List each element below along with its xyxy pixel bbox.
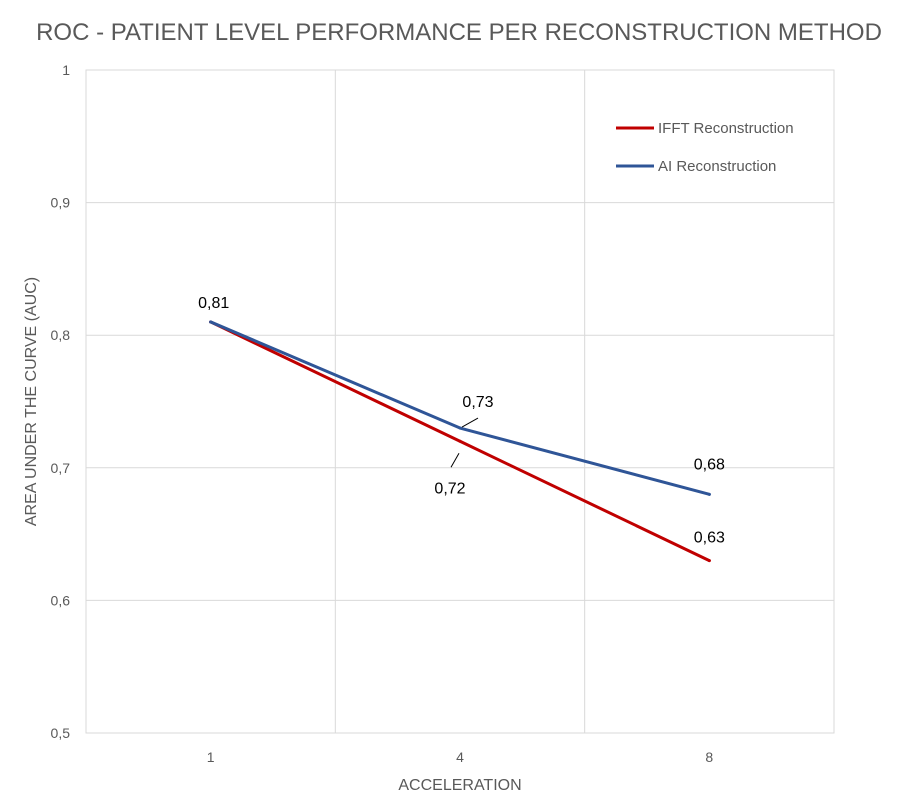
y-tick-label: 0,8 <box>51 327 71 343</box>
y-tick-label: 1 <box>62 62 70 78</box>
legend: IFFT Reconstruction AI Reconstruction <box>616 120 794 175</box>
x-tick-label: 1 <box>207 749 215 765</box>
data-point <box>458 439 462 443</box>
y-axis-ticks: 0,5 0,6 0,7 0,8 0,9 1 <box>51 62 71 741</box>
x-tick-label: 4 <box>456 749 464 765</box>
data-label: 0,72 <box>434 480 465 497</box>
x-tick-label: 8 <box>705 749 713 765</box>
label-leader-line <box>450 453 460 468</box>
y-tick-label: 0,6 <box>51 592 71 608</box>
chart-title: ROC - PATIENT LEVEL PERFORMANCE PER RECO… <box>36 19 882 46</box>
y-axis-title: AREA UNDER THE CURVE (AUC) <box>23 277 40 526</box>
data-point <box>707 492 711 496</box>
y-tick-label: 0,9 <box>51 195 71 211</box>
y-tick-label: 0,7 <box>51 460 71 476</box>
series-lines <box>209 320 711 563</box>
series-line-1 <box>209 320 711 496</box>
plot-area <box>85 69 835 734</box>
data-point <box>458 426 462 430</box>
data-label: 0,81 <box>198 295 229 312</box>
data-point <box>209 320 213 324</box>
legend-label: AI Reconstruction <box>658 158 776 175</box>
data-point <box>707 559 711 563</box>
label-leader-line <box>461 417 479 428</box>
legend-label: IFFT Reconstruction <box>658 120 794 137</box>
data-label: 0,73 <box>462 394 493 411</box>
x-axis-ticks: 1 4 8 <box>207 749 714 765</box>
data-labels: 0,72 0,63 0,81 0,73 0,68 <box>198 295 725 547</box>
data-label: 0,68 <box>694 456 725 473</box>
y-tick-label: 0,5 <box>51 725 71 741</box>
data-label: 0,63 <box>694 530 725 547</box>
x-axis-title: ACCELERATION <box>398 777 521 794</box>
